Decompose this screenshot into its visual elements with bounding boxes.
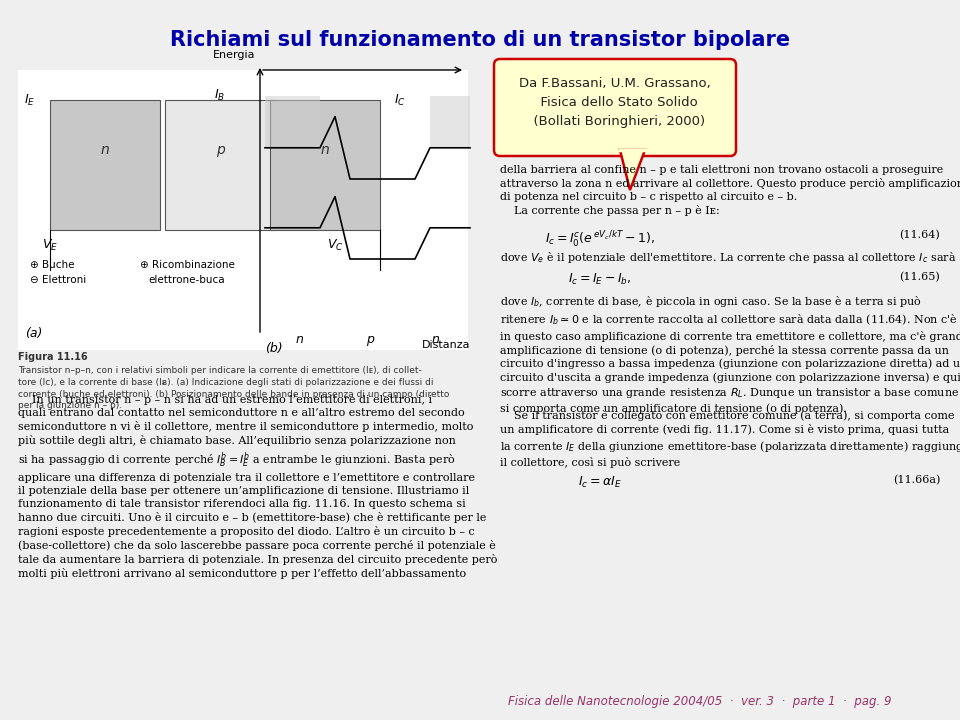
- Text: Se il transistor è collegato con emettitore comune (a terra), si comporta come
u: Se il transistor è collegato con emettit…: [500, 410, 960, 468]
- Bar: [270, 100, 380, 230]
- Text: Transistor n–p–n, con i relativi simboli per indicare la corrente di emettitore : Transistor n–p–n, con i relativi simboli…: [18, 366, 449, 410]
- Polygon shape: [430, 96, 470, 148]
- Text: (a): (a): [25, 327, 42, 340]
- Text: ⊕ Buche: ⊕ Buche: [30, 260, 75, 270]
- Text: (b): (b): [265, 342, 282, 355]
- Text: $V_E$: $V_E$: [42, 238, 58, 253]
- Bar: [50, 100, 160, 230]
- Text: Da F.Bassani, U.M. Grassano,
  Fisica dello Stato Solido
  (Bollati Boringhieri,: Da F.Bassani, U.M. Grassano, Fisica dell…: [519, 77, 710, 128]
- Polygon shape: [265, 96, 320, 148]
- Polygon shape: [620, 150, 645, 190]
- Text: n: n: [321, 143, 329, 157]
- Text: n: n: [431, 333, 439, 346]
- Text: ⊕ Ricombinazione: ⊕ Ricombinazione: [140, 260, 235, 270]
- Text: $I_c = I_0^c(e^{\,eV_c/kT} - 1),$: $I_c = I_0^c(e^{\,eV_c/kT} - 1),$: [545, 230, 655, 249]
- Text: Distanza: Distanza: [421, 340, 470, 350]
- Bar: [165, 100, 275, 230]
- Text: della barriera al confine n – p e tali elettroni non trovano ostacoli a prosegui: della barriera al confine n – p e tali e…: [500, 165, 960, 216]
- Text: elettrone-buca: elettrone-buca: [148, 275, 225, 285]
- Text: $I_c = I_E - I_{b},$: $I_c = I_E - I_{b},$: [568, 272, 632, 287]
- Text: Energia: Energia: [212, 50, 255, 60]
- Text: Fisica delle Nanotecnologie 2004/05  ·  ver. 3  ·  parte 1  ·  pag. 9: Fisica delle Nanotecnologie 2004/05 · ve…: [508, 695, 892, 708]
- FancyBboxPatch shape: [18, 70, 468, 350]
- Text: ⊖ Elettroni: ⊖ Elettroni: [30, 275, 86, 285]
- Text: n: n: [101, 143, 109, 157]
- Text: In un transistor n – p – n si ha ad un estremo l’emettitore di elettroni, i
qual: In un transistor n – p – n si ha ad un e…: [18, 395, 497, 580]
- Text: $V_C$: $V_C$: [326, 238, 344, 253]
- Text: (11.65): (11.65): [900, 272, 940, 282]
- Text: (11.66a): (11.66a): [893, 475, 940, 485]
- Text: $I_C$: $I_C$: [395, 92, 406, 107]
- Text: $I_E$: $I_E$: [24, 92, 36, 107]
- Text: p: p: [366, 333, 374, 346]
- Text: Richiami sul funzionamento di un transistor bipolare: Richiami sul funzionamento di un transis…: [170, 30, 790, 50]
- Text: dove $V_e$ è il potenziale dell'emettitore. La corrente che passa al collettore : dove $V_e$ è il potenziale dell'emettito…: [500, 250, 956, 265]
- Text: p: p: [216, 143, 225, 157]
- Text: (11.64): (11.64): [900, 230, 940, 240]
- Text: dove $I_b$, corrente di base, è piccola in ogni caso. Se la base è a terra si pu: dove $I_b$, corrente di base, è piccola …: [500, 294, 960, 414]
- Text: $I_B$: $I_B$: [214, 87, 226, 102]
- Text: $I_c = \alpha I_E$: $I_c = \alpha I_E$: [578, 475, 622, 490]
- FancyBboxPatch shape: [494, 59, 736, 156]
- Text: Figura 11.16: Figura 11.16: [18, 352, 87, 362]
- Text: n: n: [296, 333, 304, 346]
